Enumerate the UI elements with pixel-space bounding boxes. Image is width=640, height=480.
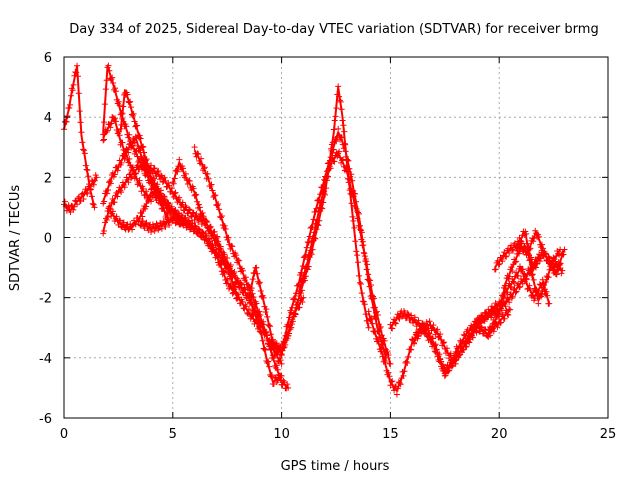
plus-markers	[100, 158, 263, 332]
chart-title: Day 334 of 2025, Sidereal Day-to-day VTE…	[69, 22, 598, 37]
x-axis-label: GPS time / hours	[281, 459, 390, 474]
x-tick-label: 0	[60, 427, 68, 442]
x-tick-label: 10	[273, 427, 290, 442]
x-tick-label: 20	[491, 427, 508, 442]
series-sat-v	[513, 228, 564, 307]
series-sat-b	[61, 172, 100, 216]
y-tick-label: 4	[44, 111, 52, 126]
grid	[64, 57, 608, 418]
series-sat-e	[100, 158, 263, 332]
series-line	[102, 164, 261, 329]
y-tick-label: 6	[44, 51, 52, 66]
y-tick-label: 2	[44, 171, 52, 186]
y-axis-label: SDTVAR / TECUs	[8, 185, 23, 292]
axis-ticks: 0 5 10 15 20 25 -6 -4 -2 0 2 4 6	[39, 51, 616, 442]
y-tick-label: -4	[39, 352, 52, 367]
series-sat-a	[61, 62, 98, 211]
y-tick-label: -2	[39, 292, 52, 307]
plus-markers	[296, 148, 394, 367]
data-points	[61, 62, 568, 398]
x-tick-label: 5	[169, 427, 177, 442]
y-tick-label: -6	[39, 412, 52, 427]
plus-markers	[513, 228, 564, 307]
x-tick-label: 25	[600, 427, 617, 442]
plus-markers	[452, 263, 553, 355]
plus-markers	[61, 172, 100, 216]
series-sat-h	[117, 89, 172, 223]
series-sat-o	[296, 148, 394, 367]
y-tick-label: 0	[44, 232, 52, 247]
plus-markers	[117, 89, 172, 223]
x-tick-label: 15	[382, 427, 399, 442]
